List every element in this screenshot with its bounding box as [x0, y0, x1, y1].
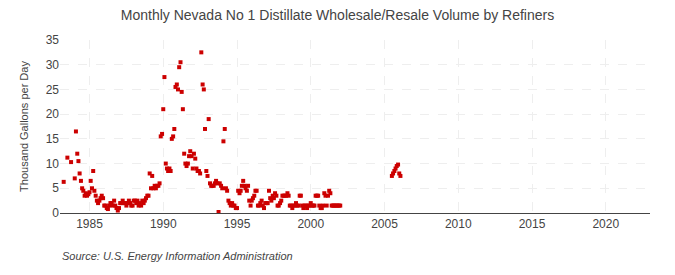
svg-text:2000: 2000: [297, 217, 324, 231]
svg-text:2020: 2020: [592, 217, 619, 231]
svg-text:Monthly Nevada No 1 Distillate: Monthly Nevada No 1 Distillate Wholesale…: [121, 7, 554, 23]
svg-text:1995: 1995: [224, 217, 251, 231]
svg-text:5: 5: [52, 181, 59, 195]
svg-text:25: 25: [46, 83, 60, 97]
svg-text:1985: 1985: [76, 217, 103, 231]
svg-text:10: 10: [46, 157, 60, 171]
svg-text:2005: 2005: [371, 217, 398, 231]
svg-text:1990: 1990: [150, 217, 177, 231]
svg-text:20: 20: [46, 107, 60, 121]
svg-text:2010: 2010: [445, 217, 472, 231]
svg-text:15: 15: [46, 132, 60, 146]
svg-text:30: 30: [46, 58, 60, 72]
svg-text:0: 0: [52, 206, 59, 220]
svg-text:Thousand Gallons per Day: Thousand Gallons per Day: [18, 61, 30, 192]
svg-text:2015: 2015: [519, 217, 546, 231]
svg-text:35: 35: [46, 33, 60, 47]
svg-text:Source: U.S. Energy Informatio: Source: U.S. Energy Information Administ…: [62, 250, 293, 262]
